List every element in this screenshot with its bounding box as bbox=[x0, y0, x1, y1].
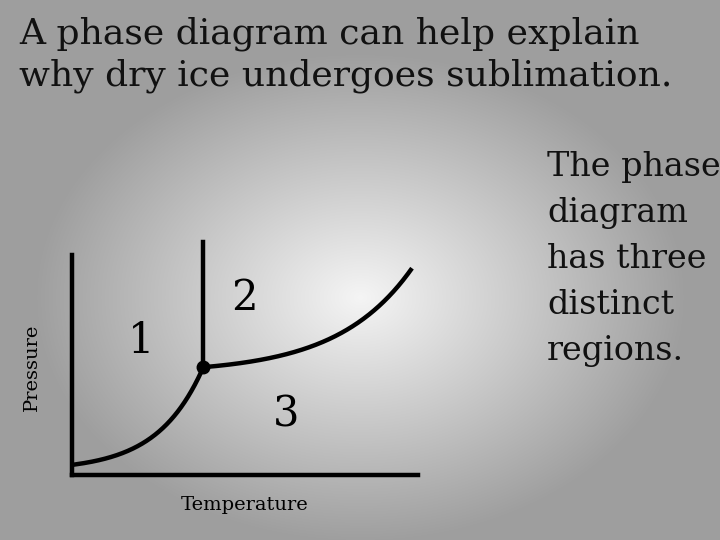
Text: 1: 1 bbox=[128, 320, 154, 362]
Text: 3: 3 bbox=[273, 394, 300, 436]
Text: has three: has three bbox=[547, 243, 707, 275]
Text: Temperature: Temperature bbox=[181, 496, 309, 514]
Text: diagram: diagram bbox=[547, 197, 688, 229]
Text: distinct: distinct bbox=[547, 289, 675, 321]
Text: 2: 2 bbox=[232, 277, 258, 319]
Text: Pressure: Pressure bbox=[23, 323, 42, 411]
Text: A phase diagram can help explain
why dry ice undergoes sublimation.: A phase diagram can help explain why dry… bbox=[19, 16, 672, 93]
Text: The phase: The phase bbox=[547, 151, 720, 183]
Text: regions.: regions. bbox=[547, 335, 684, 367]
